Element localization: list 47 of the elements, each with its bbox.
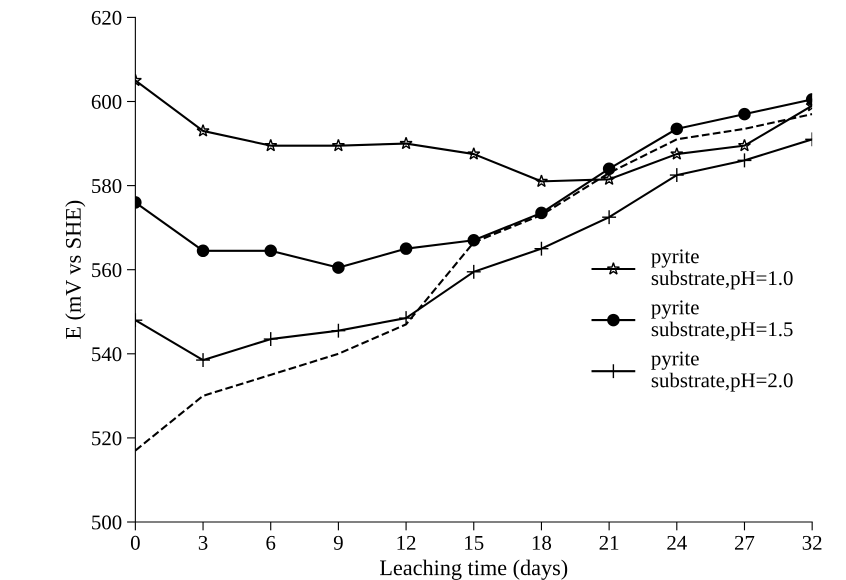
point (196, 244, 210, 258)
point (399, 136, 413, 150)
y-tick-label: 560 (92, 263, 122, 278)
point (196, 124, 210, 137)
point (195, 352, 211, 368)
point (738, 108, 751, 120)
point (264, 138, 278, 152)
y-tick-label: 600 (92, 94, 122, 109)
x-tick-label: 9 (334, 536, 343, 550)
x-tick-label: 24 (667, 536, 687, 550)
point (332, 261, 345, 274)
legend-label: pyrite substrate,pH=1.0 (651, 249, 793, 290)
point (466, 264, 482, 280)
x-tick-label: 12 (397, 536, 416, 550)
point (398, 310, 414, 326)
x-tick-label: 27 (734, 536, 754, 550)
point (534, 241, 550, 256)
x-axis-title: Leaching time (days) (380, 560, 568, 580)
point (736, 152, 752, 168)
point (738, 138, 752, 152)
x-tick-label: 15 (465, 536, 484, 550)
point (601, 210, 617, 225)
y-tick-label: 580 (92, 178, 122, 194)
y-axis-title: E (mV vs SHE) (65, 200, 86, 339)
legend-label: pyrite substrate,pH=2.0 (651, 352, 793, 392)
y-tick-label: 500 (92, 515, 122, 530)
point (467, 147, 480, 160)
point (670, 122, 684, 136)
point (263, 331, 278, 347)
y-tick-label: 620 (92, 10, 122, 25)
x-tick-label: 0 (130, 536, 140, 550)
point (670, 147, 684, 160)
point (669, 167, 684, 183)
point (400, 242, 412, 255)
x-tick-label: 18 (532, 536, 552, 550)
x-tick-label: 6 (266, 536, 276, 550)
point (602, 162, 616, 176)
x-tick-label: 32 (802, 536, 822, 550)
point (330, 323, 346, 338)
x-tick-label: 3 (198, 536, 208, 550)
point (264, 244, 277, 258)
x-tick-label: 21 (600, 536, 618, 550)
y-tick-label: 540 (92, 347, 122, 362)
legend-label: pyrite substrate,pH=1.5 (651, 300, 793, 340)
point (332, 138, 346, 152)
y-tick-label: 520 (92, 431, 122, 446)
point (534, 174, 548, 188)
